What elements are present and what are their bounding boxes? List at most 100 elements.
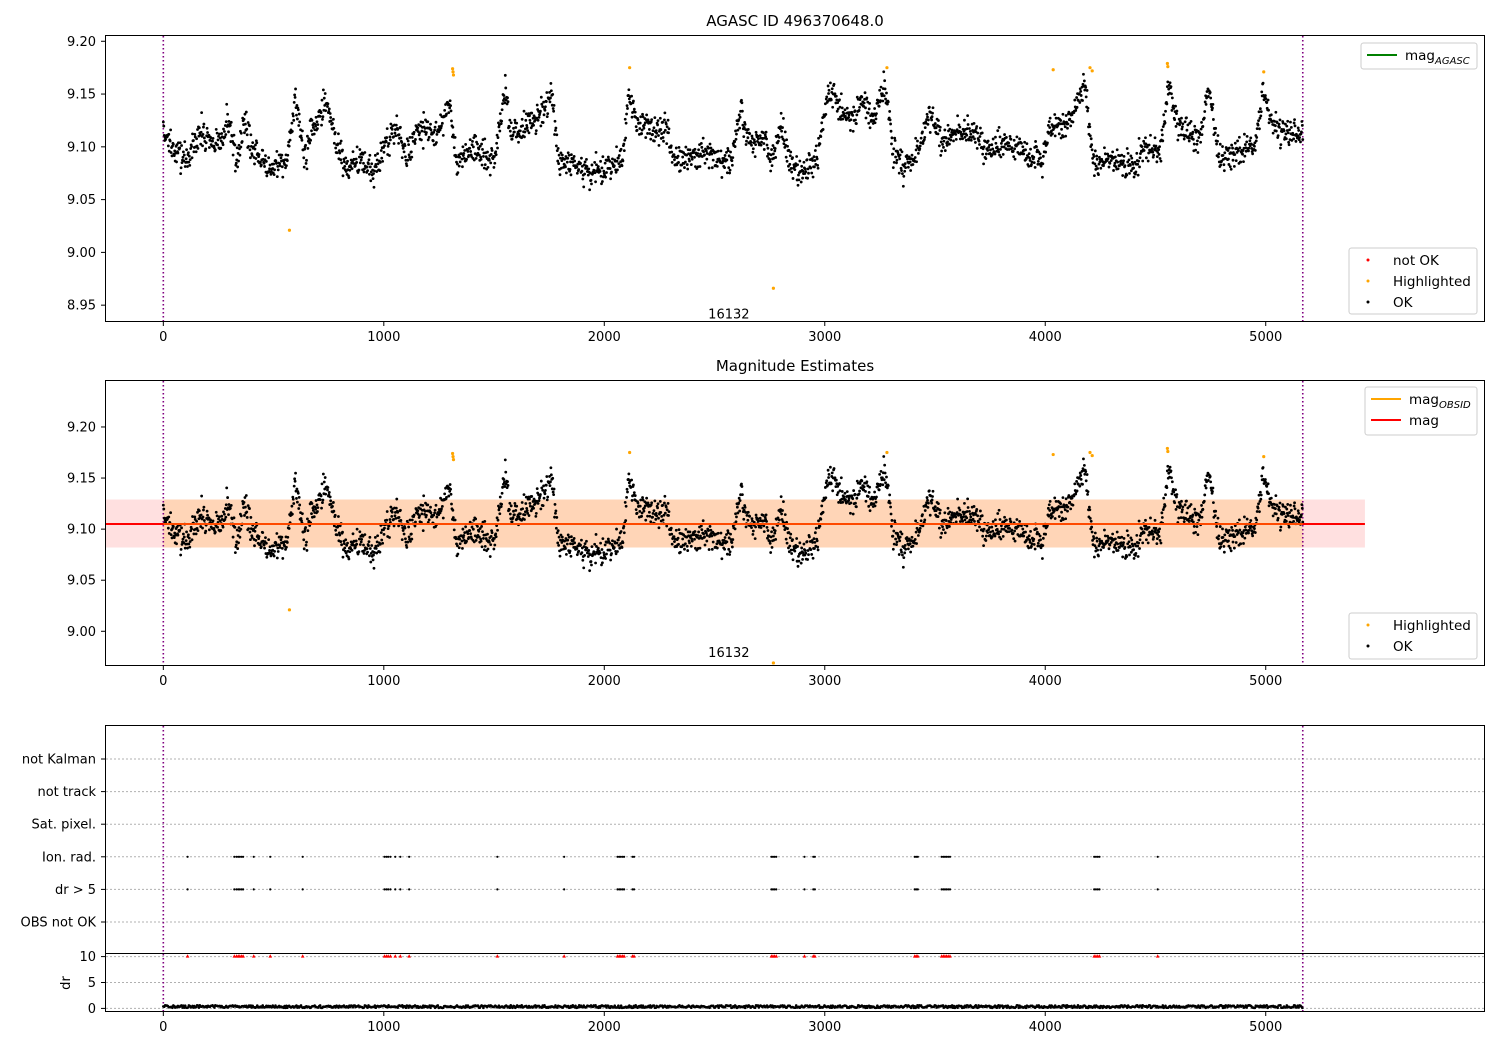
ok-point	[482, 155, 485, 158]
ok-point	[654, 517, 658, 521]
ok-point	[1164, 493, 1167, 497]
ok-point	[169, 151, 173, 154]
ok-point	[1150, 147, 1154, 150]
ok-point	[1060, 122, 1064, 126]
ok-point	[816, 166, 820, 170]
ok-point	[359, 158, 363, 162]
ok-point	[523, 513, 527, 517]
ok-point	[771, 534, 775, 538]
ok-point	[467, 535, 471, 539]
ok-point	[272, 554, 276, 558]
ok-point	[793, 549, 797, 553]
ok-point	[296, 491, 300, 495]
ok-point	[1069, 124, 1073, 128]
ok-point	[293, 93, 297, 97]
ok-point	[689, 544, 693, 548]
ok-point	[893, 139, 897, 142]
ok-point	[777, 136, 781, 139]
ok-point	[1082, 463, 1086, 467]
ok-point	[940, 149, 944, 153]
ok-point	[1086, 109, 1089, 113]
ok-point	[587, 549, 591, 552]
ok-point	[471, 145, 475, 149]
ok-point	[179, 172, 183, 176]
ok-point	[1161, 139, 1165, 143]
ok-point	[582, 185, 586, 189]
ok-point	[386, 527, 390, 531]
ok-point	[426, 503, 430, 507]
ok-point	[681, 537, 685, 541]
ok-point	[544, 100, 548, 103]
ok-point	[542, 100, 545, 104]
ok-point	[641, 115, 645, 119]
ok-point	[735, 122, 739, 126]
ok-point	[703, 543, 707, 547]
ok-point	[611, 157, 614, 161]
ok-point	[263, 546, 266, 550]
ok-point	[304, 162, 308, 165]
ok-point	[978, 143, 981, 146]
ok-point	[379, 149, 383, 152]
ok-point	[185, 148, 188, 152]
ok-point	[883, 463, 887, 467]
ok-point	[353, 164, 357, 168]
ok-point	[868, 485, 872, 489]
ok-point	[770, 164, 774, 168]
ok-point	[598, 169, 602, 173]
ok-point	[180, 526, 183, 530]
ok-point	[1155, 155, 1159, 159]
ok-point	[625, 112, 628, 116]
ok-point	[1214, 509, 1218, 513]
ok-point	[521, 124, 525, 128]
ok-point	[1084, 479, 1088, 483]
ok-point	[617, 536, 621, 539]
ok-point	[358, 161, 362, 165]
ok-point	[1085, 89, 1089, 92]
ok-point	[1036, 159, 1040, 163]
ok-point	[265, 174, 269, 178]
ok-point	[902, 556, 906, 560]
ok-point	[507, 125, 511, 129]
ok-point	[372, 172, 375, 175]
ok-point	[685, 544, 689, 548]
ok-point	[733, 145, 737, 148]
ok-point	[660, 515, 664, 518]
ok-point	[746, 136, 750, 140]
ok-point	[466, 532, 470, 535]
ok-point	[500, 108, 504, 112]
ok-point	[832, 82, 836, 86]
ok-point	[1047, 120, 1051, 124]
ok-point	[461, 145, 465, 149]
ok-point	[1247, 531, 1250, 535]
ok-point	[973, 519, 976, 523]
ok-point	[1053, 517, 1057, 520]
ok-point	[440, 504, 444, 508]
ok-point	[796, 163, 799, 167]
ok-point	[1231, 158, 1235, 162]
ok-point	[553, 119, 557, 123]
ok-point	[1184, 134, 1187, 137]
ok-point	[845, 490, 849, 494]
ok-point	[1051, 132, 1054, 136]
ok-point	[381, 541, 385, 545]
ok-point	[1295, 136, 1299, 140]
ok-point	[1093, 149, 1097, 153]
ok-point	[644, 518, 648, 522]
ok-point	[383, 144, 386, 148]
ok-point	[1138, 547, 1141, 550]
ok-point	[560, 535, 564, 539]
ok-point	[295, 500, 299, 504]
ok-point	[1048, 509, 1052, 512]
ok-point	[508, 512, 512, 516]
ok-point	[774, 156, 778, 159]
ok-point	[276, 550, 280, 553]
ok-point	[829, 98, 833, 102]
x-tick-label: 2000	[588, 330, 621, 345]
ok-point	[449, 492, 453, 496]
ok-point	[1044, 150, 1048, 154]
ok-point	[507, 508, 511, 512]
ok-point	[186, 546, 189, 550]
ok-point	[265, 555, 269, 559]
x-tick-label: 1000	[367, 674, 400, 689]
ok-point	[939, 140, 943, 144]
